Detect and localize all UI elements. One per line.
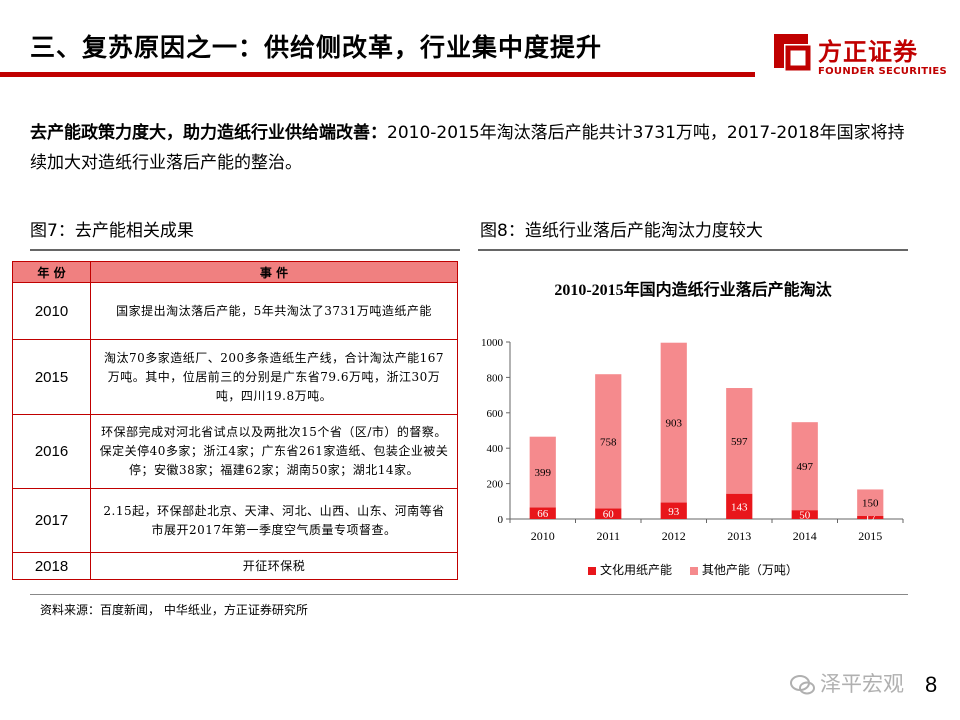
event-cell: 环保部完成对河北省试点以及两批次15个省（区/市）的督察。保定关停40多家；浙江… [90,414,458,489]
bar-segment [595,508,622,519]
table-row: 2015 淘汰70多家造纸厂、200多条造纸生产线，合计淘汰产能167万吨。其中… [12,339,458,415]
y-tick-label: 0 [498,514,504,526]
year-cell: 2017 [12,488,91,553]
year-cell: 2010 [12,282,91,340]
company-logo: 方正证券 FOUNDER SECURITIES [770,28,947,84]
capacity-chart: 2010-2015年国内造纸行业落后产能淘汰 0 200 400 600 800 1000… [478,262,908,587]
table-row: 2010 国家提出淘汰落后产能，5年共淘汰了3731万吨造纸产能 [12,282,458,340]
chart-title: 2010-2015年国内造纸行业落后产能淘汰 [554,282,832,299]
legend-swatch-other-capacity [689,566,698,575]
year-cell: 2016 [12,414,91,489]
founder-logo-icon [774,34,811,71]
intro-text: 2010-2015年淘汰落后产能共计3731万吨，2017-2018年国家将持续… [30,123,905,173]
x-tick-label: 2011 [596,529,620,543]
data-label: 903 [666,418,683,430]
table-row: 2018 开征环保税 [12,552,458,580]
chart-legend: 文化用纸产能 其他产能（万吨） [588,561,812,578]
legend-label: 其他产能（万吨） [701,563,798,577]
bar-segment [726,388,753,494]
event-cell: 淘汰70多家造纸厂、200多条造纸生产线，合计淘汰产能167万吨。其中，位居前三… [90,339,458,415]
logo-chinese-name: 方正证券 [818,38,918,66]
stacked-bar-chart: 0 200 400 600 800 1000 2010 2011 2012 2013 2014 201… [481,337,904,543]
bar-segment [857,515,884,519]
y-tick-label: 200 [487,479,504,491]
bar-segment [791,510,818,519]
bar-segment [660,502,687,519]
data-label: 150 [862,498,879,510]
data-label: 597 [731,436,748,448]
table-header-row: 年 份 事 件 [12,261,458,283]
logo-english-name: FOUNDER SECURITIES [818,66,948,77]
watermark-text: 泽平宏观 [820,672,904,696]
data-label: 399 [535,467,552,479]
event-cell: 国家提出淘汰落后产能，5年共淘汰了3731万吨造纸产能 [90,282,458,340]
year-cell: 2015 [12,339,91,415]
data-label: 758 [600,436,617,448]
bar-segment [529,436,556,508]
y-tick-label: 1000 [481,337,504,349]
x-tick-label: 2012 [662,529,686,543]
y-tick-label: 800 [487,372,504,384]
x-tick-label: 2015 [858,529,882,543]
source-note: 资料来源：百度新闻， 中华纸业，方正证券研究所 [40,603,308,617]
year-cell: 2018 [12,552,91,580]
year-column-header: 年 份 [12,261,91,283]
title-divider [0,72,755,77]
footer-divider [30,594,908,595]
event-cell: 开征环保税 [90,552,458,580]
intro-lead: 去产能政策力度大，助力造纸行业供给端改善： [30,123,387,143]
table-row: 2016 环保部完成对河北省试点以及两批次15个省（区/市）的督察。保定关停40… [12,414,458,489]
event-cell: 2.15起，环保部赴北京、天津、河北、山西、山东、河南等省市展开2017年第一季… [90,488,458,553]
x-tick-label: 2013 [727,529,751,543]
data-label: 50 [799,510,811,522]
data-label: 60 [603,509,615,521]
data-label: 93 [668,506,680,518]
y-tick-label: 600 [487,408,504,420]
event-column-header: 事 件 [90,261,458,283]
wechat-icon [790,675,815,695]
figure8-divider [478,249,908,251]
bar-segment [791,422,818,511]
capacity-events-table: 年 份 事 件 2010 国家提出淘汰落后产能，5年共淘汰了3731万吨造纸产能… [12,261,458,580]
wechat-watermark: 泽平宏观 [790,668,904,698]
figure7-label: 图7：去产能相关成果 [30,221,194,241]
intro-paragraph: 去产能政策力度大，助力造纸行业供给端改善：2010-2015年淘汰落后产能共计3… [30,118,920,178]
bar-segment [726,493,753,519]
bar-segment [529,507,556,519]
page-number: 8 [925,672,938,697]
bar-segment [595,374,622,509]
table-row: 2017 2.15起，环保部赴北京、天津、河北、山西、山东、河南等省市展开201… [12,488,458,553]
legend-swatch-culture-paper [588,566,596,575]
legend-item: 其他产能（万吨） [689,561,798,578]
figure8-label: 图8：造纸行业落后产能淘汰力度较大 [480,221,763,241]
x-tick-label: 2014 [793,529,817,543]
legend-label: 文化用纸产能 [600,563,673,577]
y-tick-label: 400 [487,443,504,455]
data-label: 497 [797,461,814,473]
bar-segment [857,489,884,516]
page-title: 三、复苏原因之一：供给侧改革，行业集中度提升 [30,33,603,62]
data-label: 17 [865,512,877,524]
bar-segment [660,342,687,503]
data-label: 143 [731,501,748,513]
legend-item: 文化用纸产能 [588,561,672,578]
figure7-divider [30,249,460,251]
data-label: 66 [537,508,549,520]
x-tick-label: 2010 [531,529,555,543]
